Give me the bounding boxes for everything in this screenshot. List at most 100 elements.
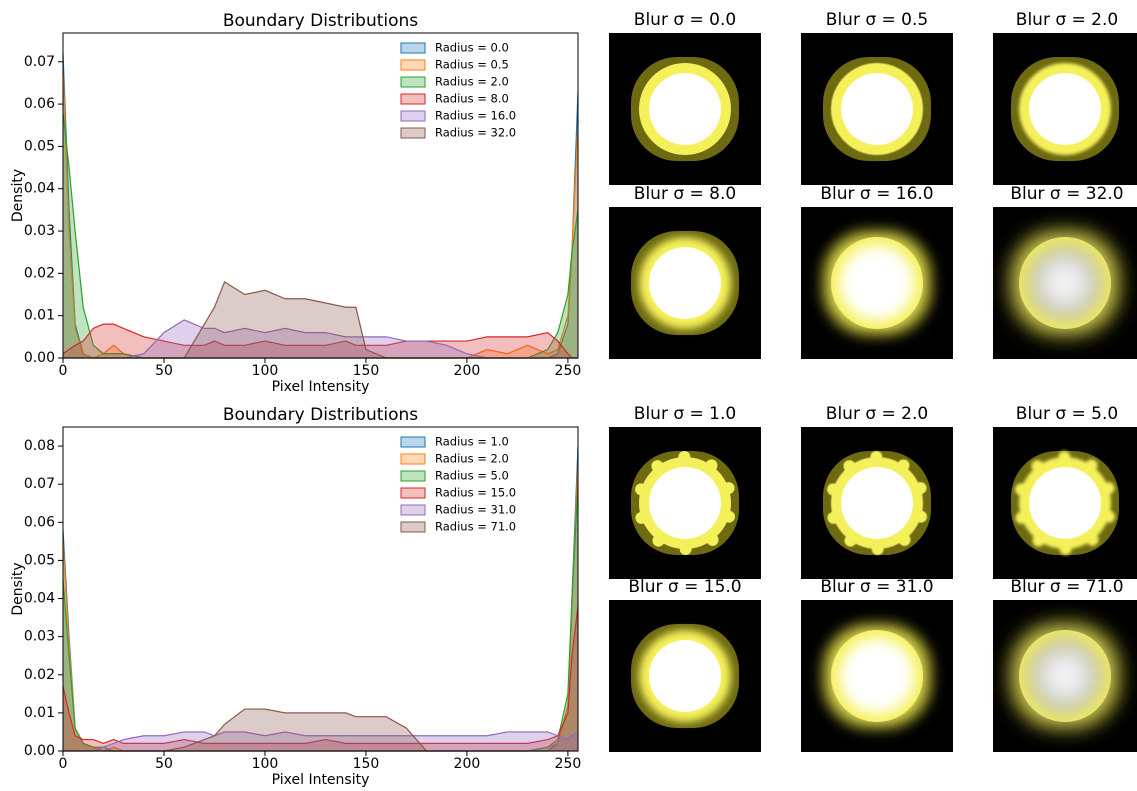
area-fill xyxy=(63,709,578,751)
white-core xyxy=(649,73,721,145)
bump xyxy=(1015,483,1028,496)
y-tick-label: 0.02 xyxy=(24,667,55,683)
x-tick-label: 150 xyxy=(353,363,380,379)
bump xyxy=(1059,542,1072,555)
y-tick-label: 0.01 xyxy=(24,705,55,721)
image-panel xyxy=(609,427,761,579)
x-tick-label: 100 xyxy=(252,363,279,379)
x-tick-label: 150 xyxy=(353,756,380,772)
bump xyxy=(827,483,840,496)
image-panel xyxy=(993,33,1137,185)
legend-swatch xyxy=(400,436,426,448)
white-core xyxy=(841,467,913,539)
x-tick-label: 50 xyxy=(155,756,173,772)
panel-title: Blur σ = 16.0 xyxy=(820,184,933,204)
white-core xyxy=(1027,245,1103,321)
y-axis-label: Density xyxy=(10,562,26,615)
y-tick-label: 0.03 xyxy=(24,223,55,239)
bump xyxy=(705,459,718,472)
legend-label: Radius = 2.0 xyxy=(435,75,509,89)
bump xyxy=(1032,534,1045,547)
x-tick-label: 200 xyxy=(454,756,481,772)
white-core xyxy=(1029,73,1101,145)
image-panel xyxy=(993,427,1137,579)
image-panel xyxy=(801,207,953,359)
x-tick-label: 100 xyxy=(252,756,279,772)
panel-title: Blur σ = 0.0 xyxy=(634,10,736,30)
white-core xyxy=(649,640,721,712)
y-axis-label: Density xyxy=(10,169,26,222)
bump xyxy=(844,534,857,547)
bump xyxy=(1058,451,1071,464)
y-tick-label: 0.05 xyxy=(24,552,55,568)
y-tick-label: 0.00 xyxy=(24,350,55,366)
image-panel xyxy=(801,33,953,185)
legend-label: Radius = 31.0 xyxy=(435,503,516,517)
area-line xyxy=(62,606,579,745)
bump xyxy=(1086,533,1099,546)
x-axis-label: Pixel Intensity xyxy=(272,772,370,787)
bump xyxy=(1102,510,1115,523)
bump xyxy=(898,533,911,546)
bump xyxy=(827,511,840,524)
legend-swatch xyxy=(400,59,426,71)
white-core xyxy=(649,467,721,539)
bump xyxy=(914,482,927,495)
white-core xyxy=(841,73,913,145)
y-tick-label: 0.08 xyxy=(24,438,55,454)
bump xyxy=(652,534,665,547)
x-tick-label: 250 xyxy=(555,363,582,379)
legend-swatch xyxy=(400,470,426,482)
x-tick-label: 200 xyxy=(454,363,481,379)
legend-label: Radius = 71.0 xyxy=(435,520,516,534)
y-tick-label: 0.04 xyxy=(24,591,55,607)
legend-swatch xyxy=(400,453,426,465)
legend-label: Radius = 1.0 xyxy=(435,435,509,449)
bump xyxy=(843,460,856,473)
image-panel xyxy=(993,600,1137,752)
legend-label: Radius = 32.0 xyxy=(435,126,516,140)
panel-title: Blur σ = 31.0 xyxy=(820,577,933,597)
white-core xyxy=(839,638,915,714)
panel-title: Blur σ = 5.0 xyxy=(1016,404,1118,424)
white-core xyxy=(839,245,915,321)
x-tick-label: 0 xyxy=(59,363,68,379)
panel-title: Blur σ = 15.0 xyxy=(628,577,741,597)
area-fill xyxy=(63,731,578,751)
x-tick-label: 0 xyxy=(59,756,68,772)
plot-frame xyxy=(62,32,579,359)
x-tick-label: 250 xyxy=(555,756,582,772)
legend-swatch xyxy=(400,504,426,516)
area-fill xyxy=(63,319,578,358)
panel-title: Blur σ = 1.0 xyxy=(634,404,736,424)
bump xyxy=(914,510,927,523)
chart-title: Boundary Distributions xyxy=(223,405,418,425)
y-tick-label: 0.06 xyxy=(24,514,55,530)
legend-swatch xyxy=(400,487,426,499)
legend-label: Radius = 5.0 xyxy=(435,469,509,483)
legend-label: Radius = 15.0 xyxy=(435,486,516,500)
y-tick-label: 0.04 xyxy=(24,181,55,197)
area-fill xyxy=(63,324,578,358)
bump xyxy=(722,510,735,523)
bump xyxy=(897,459,910,472)
y-tick-label: 0.05 xyxy=(24,138,55,154)
area-line xyxy=(62,323,578,359)
bump xyxy=(1015,511,1028,524)
image-panel xyxy=(993,207,1137,359)
legend-swatch xyxy=(400,42,426,54)
panel-title: Blur σ = 2.0 xyxy=(1016,10,1118,30)
area-fill xyxy=(63,281,578,358)
y-tick-label: 0.00 xyxy=(24,743,55,759)
panel-title: Blur σ = 2.0 xyxy=(826,404,928,424)
legend-label: Radius = 2.0 xyxy=(435,452,509,466)
white-core xyxy=(1029,467,1101,539)
panel-title: Blur σ = 8.0 xyxy=(634,184,736,204)
bump xyxy=(635,511,648,524)
white-core xyxy=(649,247,721,319)
bump xyxy=(651,460,664,473)
legend-label: Radius = 16.0 xyxy=(435,109,516,123)
legend-label: Radius = 0.0 xyxy=(435,41,509,55)
y-tick-label: 0.01 xyxy=(24,308,55,324)
bump xyxy=(871,542,884,555)
